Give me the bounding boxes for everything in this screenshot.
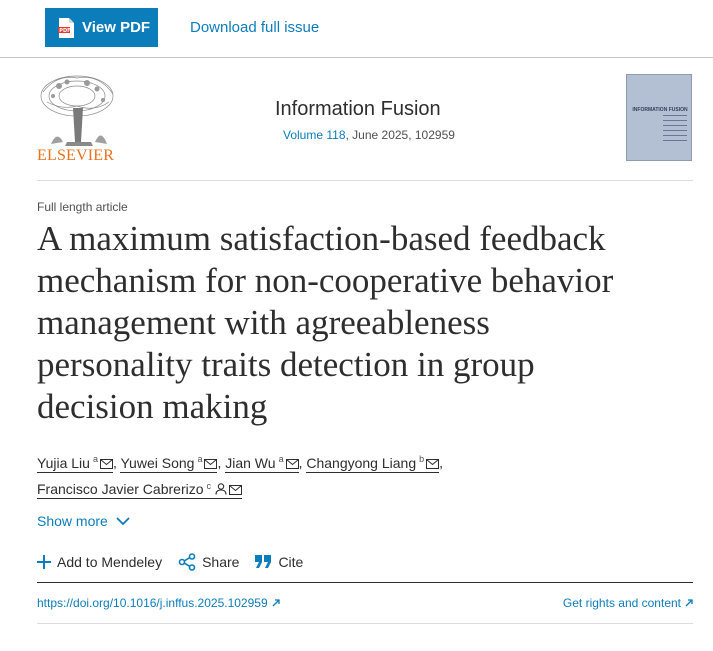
publisher-name: ELSEVIER <box>37 147 115 164</box>
share-label: Share <box>202 554 240 570</box>
author-name: Francisco Javier Cabrerizo <box>37 481 204 498</box>
affiliation-marker: a <box>92 454 98 464</box>
add-to-mendeley-button[interactable]: Add to Mendeley <box>37 554 162 570</box>
external-link-icon <box>685 599 693 607</box>
title-line: personality traits detection in group <box>37 345 535 384</box>
article-actions: Add to Mendeley Share Cite <box>37 551 319 573</box>
journal-issue-info: Volume 118, June 2025, 102959 <box>283 128 455 142</box>
envelope-icon <box>99 458 113 469</box>
author-name: Jian Wu <box>225 454 276 471</box>
publication-header: ELSEVIER Information Fusion Volume 118, … <box>37 72 693 181</box>
issue-details: , June 2025, 102959 <box>345 128 455 142</box>
author-link[interactable]: Francisco Javier Cabrerizo c <box>37 480 242 500</box>
share-button[interactable]: Share <box>178 553 239 571</box>
envelope-icon <box>426 458 440 469</box>
author-name: Yuwei Song <box>120 454 195 471</box>
pdf-file-icon: PDF <box>58 17 74 38</box>
get-rights-link[interactable]: Get rights and content <box>563 596 693 610</box>
share-icon <box>178 553 196 571</box>
affiliation-marker: a <box>278 454 284 464</box>
article-type: Full length article <box>37 200 128 214</box>
svg-text:PDF: PDF <box>59 28 70 34</box>
author-link[interactable]: Changyong Liang b <box>306 454 440 473</box>
person-icon <box>215 483 227 495</box>
envelope-icon <box>229 485 242 496</box>
show-more-label: Show more <box>37 513 108 529</box>
author-list: Yujia Liu a, Yuwei Song a, Jian Wu a, Chang… <box>37 454 444 500</box>
affiliation-marker: b <box>419 454 425 464</box>
article-title: A maximum satisfaction-based feedback me… <box>37 218 677 428</box>
journal-title[interactable]: Information Fusion <box>275 98 441 120</box>
download-full-issue-link[interactable]: Download full issue <box>190 19 320 36</box>
title-line: mechanism for non-cooperative behavior <box>37 261 614 300</box>
cover-decoration <box>663 115 687 145</box>
plus-icon <box>37 555 51 569</box>
author-name: Changyong Liang <box>306 454 417 471</box>
author-link[interactable]: Yuwei Song a <box>120 454 218 473</box>
show-more-button[interactable]: Show more <box>37 513 130 529</box>
view-pdf-label: View PDF <box>82 19 151 36</box>
author-link[interactable]: Jian Wu a <box>225 454 299 473</box>
author-name: Yujia Liu <box>37 454 90 471</box>
quote-icon <box>255 555 272 568</box>
envelope-icon <box>204 458 218 469</box>
title-line: A maximum satisfaction-based feedback <box>37 219 606 258</box>
title-line: decision making <box>37 387 268 426</box>
doi-text: https://doi.org/10.1016/j.inffus.2025.10… <box>37 596 268 610</box>
envelope-icon <box>285 458 299 469</box>
rights-text: Get rights and content <box>562 596 681 610</box>
cover-title: INFORMATION FUSION <box>632 107 688 113</box>
chevron-down-icon <box>116 516 130 525</box>
cite-label: Cite <box>278 554 304 570</box>
author-link[interactable]: Yujia Liu a <box>37 454 113 473</box>
doi-link[interactable]: https://doi.org/10.1016/j.inffus.2025.10… <box>37 596 280 610</box>
doi-bar: https://doi.org/10.1016/j.inffus.2025.10… <box>37 582 693 624</box>
mendeley-label: Add to Mendeley <box>57 554 163 570</box>
cite-button[interactable]: Cite <box>255 554 303 570</box>
affiliation-marker: a <box>197 454 203 464</box>
view-pdf-button[interactable]: PDF View PDF <box>45 8 158 47</box>
affiliation-marker: c <box>206 480 212 491</box>
top-toolbar: PDF View PDF Download full issue <box>0 0 713 58</box>
volume-link[interactable]: Volume 118 <box>283 128 346 142</box>
external-link-icon <box>272 599 280 607</box>
journal-cover-image[interactable]: INFORMATION FUSION <box>626 74 692 161</box>
title-line: management with agreeableness <box>37 303 490 342</box>
elsevier-tree-logo[interactable] <box>37 72 117 164</box>
